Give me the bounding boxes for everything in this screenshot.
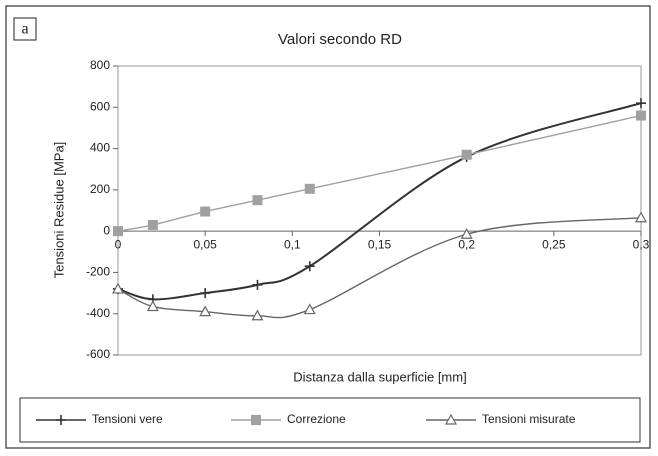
x-tick-label: 0 <box>115 237 122 251</box>
annotation: a <box>21 21 28 38</box>
marker <box>303 303 316 315</box>
legend-label: Correzione <box>287 412 346 426</box>
y-tick-label: -400 <box>86 306 110 320</box>
legend-marker <box>251 415 261 425</box>
marker <box>252 195 263 206</box>
marker <box>146 300 159 312</box>
x-tick-label: 0,3 <box>633 237 650 251</box>
marker <box>304 183 315 194</box>
marker <box>251 309 264 321</box>
x-tick-label: 0,15 <box>368 237 392 251</box>
x-tick-label: 0,05 <box>193 237 217 251</box>
y-tick-label: -200 <box>86 265 110 279</box>
x-tick-label: 0,2 <box>458 237 475 251</box>
marker <box>304 261 315 272</box>
marker <box>199 305 212 317</box>
series-line <box>117 102 642 301</box>
y-tick-label: 0 <box>103 223 110 237</box>
y-tick-label: 200 <box>90 182 110 196</box>
marker <box>461 149 472 160</box>
y-axis-label: Tensioni Residue [MPa] <box>51 142 66 279</box>
marker <box>200 206 211 217</box>
marker <box>111 282 125 294</box>
legend-marker <box>56 415 66 425</box>
marker <box>113 226 123 237</box>
legend-label: Tensioni vere <box>92 412 163 426</box>
y-tick-label: 800 <box>90 58 110 72</box>
marker <box>252 279 263 290</box>
legend-marker <box>444 413 458 425</box>
y-tick-label: -600 <box>86 347 110 361</box>
annotation-box <box>13 17 37 41</box>
marker <box>460 228 473 239</box>
legend-label: Tensioni misurate <box>482 412 576 426</box>
y-tick-label: 400 <box>90 141 110 155</box>
legend-box <box>19 397 641 443</box>
x-axis-label: Distanza dalla superficie [mm] <box>293 369 466 384</box>
y-tick-label: 600 <box>90 99 110 113</box>
marker <box>636 98 646 109</box>
marker <box>147 219 158 230</box>
x-tick-label: 0,25 <box>542 237 566 251</box>
marker <box>634 211 648 223</box>
series-line <box>117 217 642 319</box>
marker <box>200 288 211 299</box>
x-tick-label: 0,1 <box>284 237 301 251</box>
chart-title: Valori secondo RD <box>278 31 402 48</box>
marker <box>636 110 646 121</box>
